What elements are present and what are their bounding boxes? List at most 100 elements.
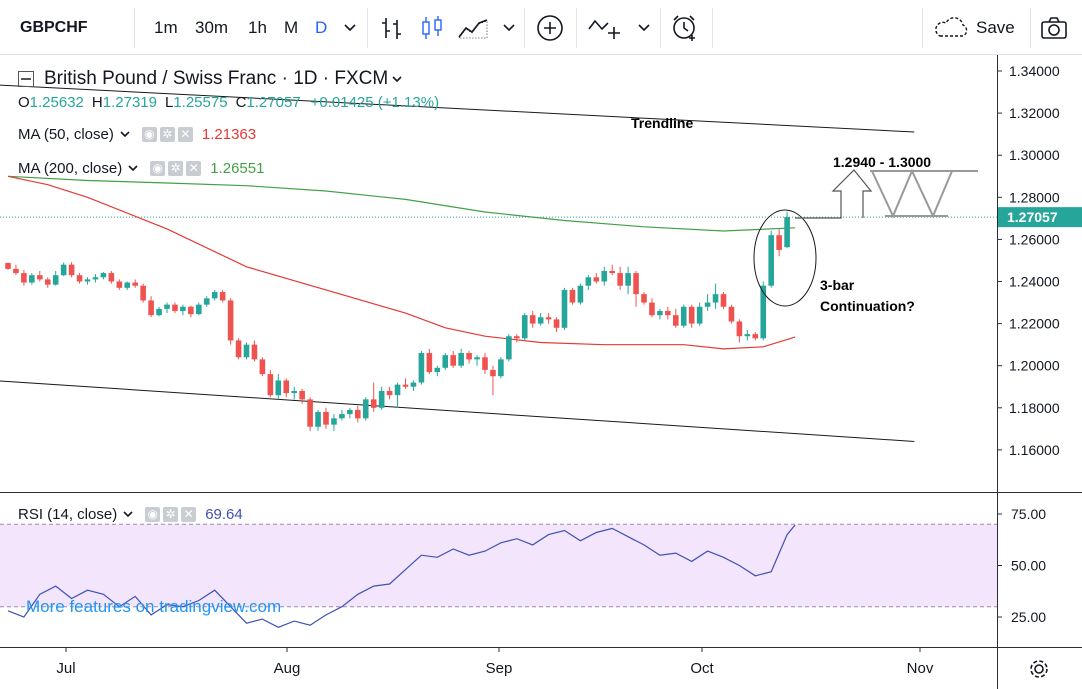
candle-body [680,306,687,326]
interval-1h[interactable]: 1h [248,17,267,37]
y-tick-label: 1.30000 [1009,147,1060,163]
rsi-tick-label: 75.00 [1011,506,1046,522]
candle-body [736,321,743,337]
candle-body [347,409,353,415]
chart-title: British Pound / Swiss Franc · 1D · FXCM [44,68,389,89]
symbol-search[interactable]: GBPCHF [20,18,88,36]
gear-icon[interactable]: ✲ [159,127,175,142]
close-value: 1.27057 [246,94,301,111]
candle-body [490,369,496,377]
candle-body [315,412,321,427]
divider [1030,8,1031,48]
alert-clock-icon[interactable] [670,0,700,55]
candle-body [426,353,433,373]
y-tick-label: 1.26000 [1009,231,1060,247]
cloud-icon [935,16,968,37]
last-price-label: 1.27057 [1007,209,1058,225]
candle-body [108,273,115,282]
chevron-down-icon[interactable] [123,506,133,523]
y-tick-label: 1.20000 [1009,358,1060,374]
interval-dropdown-icon[interactable] [344,0,356,55]
candle-body [219,292,226,301]
candle-body [243,344,250,358]
add-indicator-icon[interactable] [536,0,564,55]
high-value: 1.27319 [102,94,157,111]
candle-body [577,285,584,303]
gear-icon[interactable]: ✲ [168,161,184,176]
ma50-legend[interactable]: MA (50, close) ◉ ✲ ✕ 1.21363 [18,126,256,143]
low-value: 1.25575 [173,94,228,111]
highlight-ellipse [753,209,817,307]
candle-body [521,315,528,339]
candle-body [545,317,552,320]
candle-body [13,268,19,274]
ohlc-legend: O 1.25632 H 1.27319 L 1.25575 C 1.27057 +0.0… [18,94,439,111]
candle-body [235,340,242,358]
ma200-legend[interactable]: MA (200, close) ◉ ✲ ✕ 1.26551 [18,160,264,177]
candle-body [704,302,711,307]
close-icon[interactable]: ✕ [177,127,193,142]
candle-body [529,315,536,324]
interval-1m[interactable]: 1m [154,17,178,37]
x-tick-label: Aug [274,660,301,677]
ma50-value: 1.21363 [201,126,257,143]
area-chart-icon[interactable] [458,0,488,55]
collapse-icon[interactable] [18,71,34,87]
candle-body [307,399,313,427]
candle-body [466,353,472,360]
candle-body [665,310,671,316]
eye-icon[interactable]: ◉ [150,161,166,176]
candle-body [283,380,290,394]
candle-body [673,315,679,326]
interval-30m[interactable]: 30m [195,17,229,37]
interval-D[interactable]: D [315,17,328,37]
candle-body [514,336,520,339]
chevron-down-icon[interactable] [120,126,130,143]
candle-body [752,334,759,339]
x-tick-label: Nov [907,660,934,677]
save-button[interactable]: Save [932,0,1015,55]
candle-body [275,380,282,396]
settings-icon[interactable] [1028,658,1050,685]
compare-icon[interactable] [588,0,624,55]
x-tick-label: Oct [690,660,714,677]
annotation-trendline: Trendline [631,115,693,131]
candle-body [474,357,480,360]
rsi-legend[interactable]: RSI (14, close) ◉ ✲ ✕ 69.64 [18,506,243,523]
up-arrow-shape [795,169,873,219]
y-tick-label: 1.34000 [1009,63,1060,79]
close-icon[interactable]: ✕ [181,507,197,522]
chart-type-dropdown-icon[interactable] [503,0,515,55]
candle-body [323,412,329,425]
gear-icon[interactable]: ✲ [163,507,179,522]
candle-body [776,235,782,250]
trendline-upper [0,84,915,133]
compare-dropdown-icon[interactable] [638,0,650,55]
candle-body [657,310,663,316]
close-icon[interactable]: ✕ [186,161,202,176]
candle-body [84,279,91,282]
candle-body [60,264,67,276]
candle-body [164,304,170,309]
chevron-down-icon[interactable] [392,68,402,90]
candle-body [498,359,504,377]
candle-body [720,294,727,307]
chart-canvas[interactable]: 1.34000 1.32000 1.30000 1.28000 1.26000 1.240… [0,55,1082,689]
save-label: Save [976,17,1015,37]
candle-body [625,273,631,286]
candle-body [394,384,401,396]
candle-body [418,353,425,383]
eye-icon[interactable]: ◉ [141,127,157,142]
candles-icon[interactable] [420,0,446,55]
interval-M[interactable]: M [284,17,299,37]
candle-body [601,270,608,282]
camera-icon[interactable] [1040,0,1068,55]
series-legend[interactable]: British Pound / Swiss Franc · 1D · FXCM [18,68,402,90]
annotation-3bar: 3-bar [820,277,855,293]
bar-chart-icon[interactable] [380,0,404,55]
open-label: O [18,94,30,111]
chevron-down-icon[interactable] [128,160,138,177]
rsi-value: 69.64 [205,506,243,523]
eye-icon[interactable]: ◉ [145,507,161,522]
watermark-link[interactable]: More features on tradingview.com [26,597,282,616]
